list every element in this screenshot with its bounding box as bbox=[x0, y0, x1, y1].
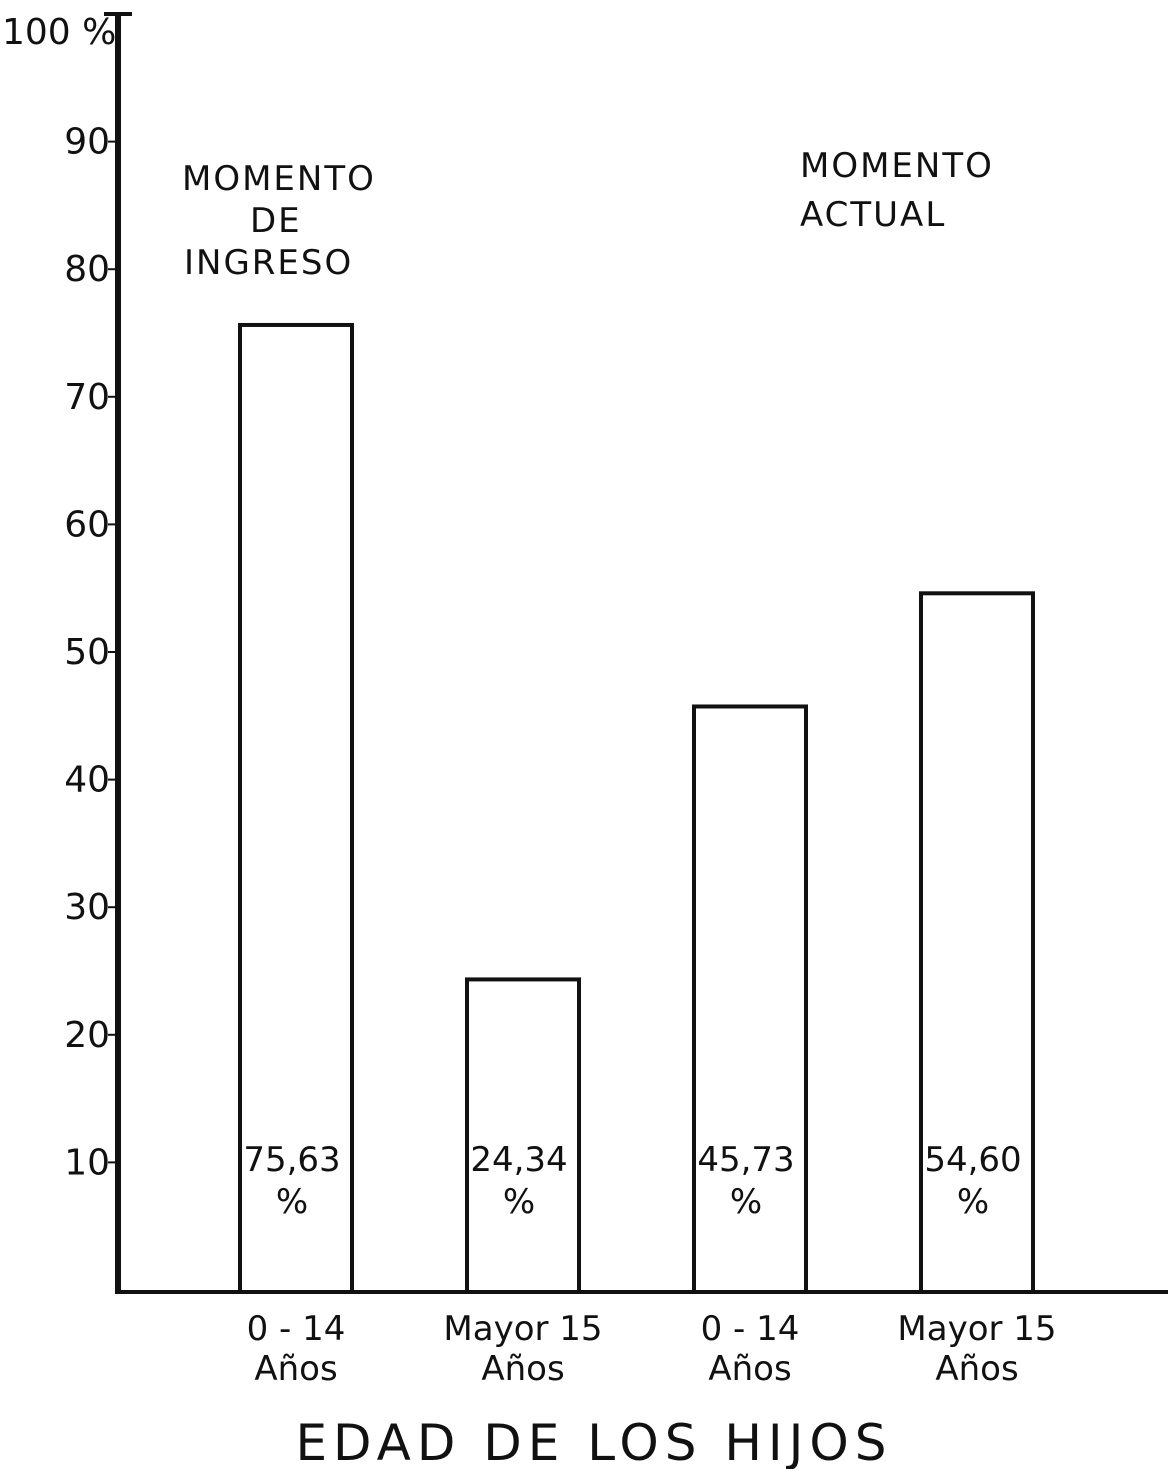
data-label: 54,60 bbox=[924, 1140, 1021, 1180]
y-tick-label: 100 % bbox=[2, 12, 116, 53]
group-label: MOMENTO bbox=[182, 159, 376, 199]
group-label: MOMENTO bbox=[800, 146, 994, 186]
data-label: % bbox=[276, 1182, 308, 1222]
bar bbox=[238, 322, 354, 1295]
data-labels: 75,63%24,34%45,73%54,60% bbox=[243, 1140, 1021, 1222]
y-tick-label: 30 bbox=[64, 887, 110, 928]
data-label: % bbox=[503, 1182, 535, 1222]
y-tick-label: 60 bbox=[64, 504, 110, 545]
group-label: INGRESO bbox=[184, 243, 353, 283]
data-label: 24,34 bbox=[470, 1140, 567, 1180]
category-label: Años bbox=[935, 1349, 1018, 1389]
bar bbox=[692, 704, 808, 1294]
data-label: 45,73 bbox=[697, 1140, 794, 1180]
group-label: DE bbox=[250, 201, 302, 241]
category-label: 0 - 14 bbox=[701, 1309, 800, 1349]
category-label: Mayor 15 bbox=[443, 1309, 602, 1349]
y-tick-label: 10 bbox=[64, 1142, 110, 1183]
y-tick-label: 50 bbox=[64, 632, 110, 673]
data-label: % bbox=[730, 1182, 762, 1222]
y-tick-label: 70 bbox=[64, 377, 110, 418]
category-label: Años bbox=[254, 1349, 337, 1389]
y-tick-label: 20 bbox=[64, 1015, 110, 1056]
chart-bars bbox=[238, 322, 1035, 1295]
category-label: Mayor 15 bbox=[897, 1309, 1056, 1349]
y-tick-label: 40 bbox=[64, 760, 110, 801]
category-label: Años bbox=[708, 1349, 791, 1389]
bar bbox=[919, 591, 1035, 1294]
data-label: 75,63 bbox=[243, 1140, 340, 1180]
y-axis-ticks: 10 20 30 40 50 60 70 80 90 100 % bbox=[2, 12, 118, 1183]
group-label: ACTUAL bbox=[800, 195, 946, 235]
y-tick-label: 90 bbox=[64, 122, 110, 163]
category-label: 0 - 14 bbox=[247, 1309, 346, 1349]
category-label: Años bbox=[481, 1349, 564, 1389]
x-axis-title: EDAD DE LOS HIJOS bbox=[295, 1414, 892, 1469]
y-tick-label: 80 bbox=[64, 249, 110, 290]
data-label: % bbox=[957, 1182, 989, 1222]
bar bbox=[465, 977, 581, 1294]
